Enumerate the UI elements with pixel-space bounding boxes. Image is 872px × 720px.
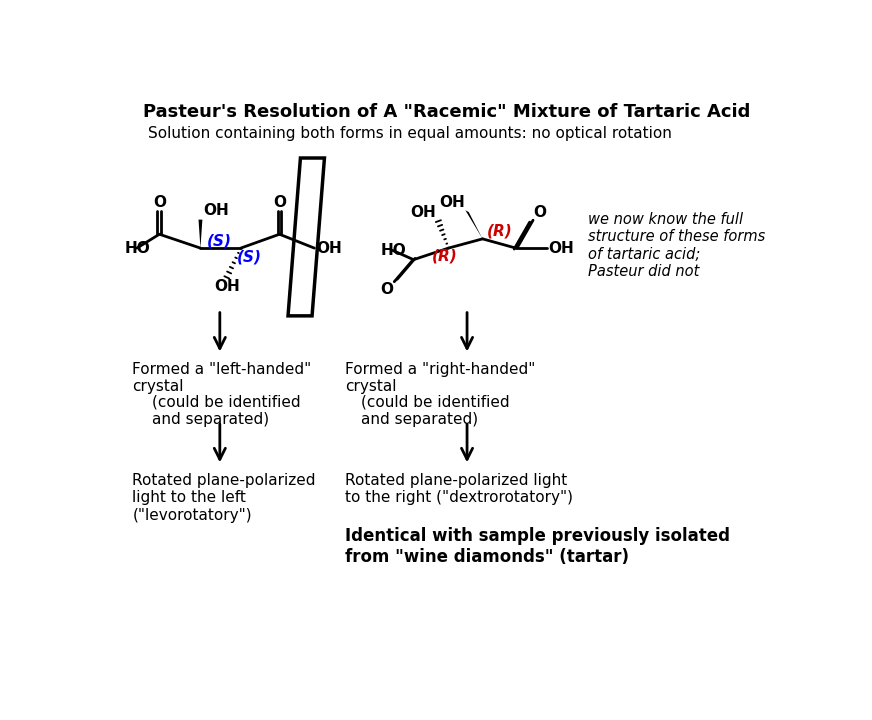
Text: O: O [273, 194, 286, 210]
Polygon shape [466, 210, 482, 239]
Text: OH: OH [548, 240, 574, 256]
Text: Pasteur's Resolution of A "Racemic" Mixture of Tartaric Acid: Pasteur's Resolution of A "Racemic" Mixt… [143, 104, 751, 122]
Text: Formed a "right-handed"
crystal: Formed a "right-handed" crystal [345, 362, 535, 395]
Text: Identical with sample previously isolated
from "wine diamonds" (tartar): Identical with sample previously isolate… [345, 527, 731, 566]
Text: OH: OH [214, 279, 240, 294]
Text: (could be identified
and separated): (could be identified and separated) [361, 395, 509, 427]
Text: HO: HO [380, 243, 406, 258]
Text: O: O [534, 204, 547, 220]
Text: (S): (S) [207, 234, 232, 248]
Polygon shape [199, 220, 202, 248]
Text: (R): (R) [487, 224, 512, 238]
Text: we now know the full
structure of these forms
of tartaric acid;
Pasteur did not: we now know the full structure of these … [588, 212, 766, 279]
Text: OH: OH [316, 240, 342, 256]
Text: Solution containing both forms in equal amounts: no optical rotation: Solution containing both forms in equal … [147, 127, 671, 141]
Text: HO: HO [125, 240, 150, 256]
Text: Rotated plane-polarized light
to the right ("dextrorotatory"): Rotated plane-polarized light to the rig… [345, 473, 574, 505]
Text: OH: OH [203, 203, 228, 218]
Text: OH: OH [411, 204, 436, 220]
Text: Formed a "left-handed"
crystal: Formed a "left-handed" crystal [133, 362, 311, 395]
Text: Rotated plane-polarized
light to the left
("levorotatory"): Rotated plane-polarized light to the lef… [133, 473, 316, 523]
Text: (could be identified
and separated): (could be identified and separated) [152, 395, 300, 427]
Text: OH: OH [439, 194, 465, 210]
Text: O: O [380, 282, 393, 297]
Text: (S): (S) [237, 250, 262, 265]
Text: O: O [153, 194, 166, 210]
Text: (R): (R) [432, 248, 457, 264]
